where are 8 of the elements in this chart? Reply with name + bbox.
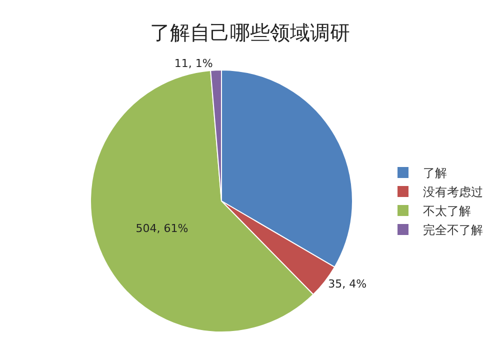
data-label: 504, 61% (136, 222, 188, 235)
data-label: 11, 1% (174, 57, 213, 70)
legend-label: 没有考虑过 (423, 185, 483, 200)
chart-title: 了解自己哪些领域调研 (150, 20, 350, 44)
legend-label: 不太了解 (423, 204, 471, 218)
data-label: 35, 4% (328, 277, 367, 290)
legend-label: 完全不了解 (423, 223, 483, 238)
legend-label: 了解 (423, 166, 447, 180)
